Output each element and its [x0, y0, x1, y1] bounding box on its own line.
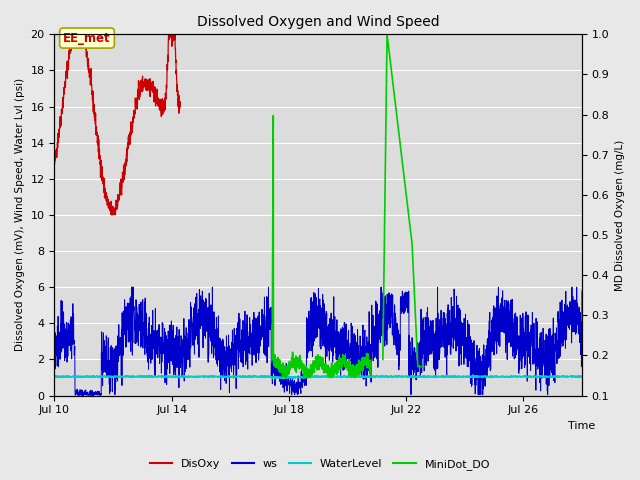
ws: [51, 340, 58, 346]
WaterLevel: [378, 372, 386, 378]
Y-axis label: MD Dissolved Oxygen (mg/L): MD Dissolved Oxygen (mg/L): [615, 139, 625, 290]
ws: [276, 375, 284, 381]
ws: [568, 284, 576, 290]
Title: Dissolved Oxygen and Wind Speed: Dissolved Oxygen and Wind Speed: [197, 15, 440, 29]
X-axis label: Time: Time: [568, 421, 596, 431]
WaterLevel: [578, 374, 586, 380]
WaterLevel: [51, 373, 58, 379]
ws: [111, 352, 118, 358]
DisOxy: [51, 159, 58, 165]
WaterLevel: [142, 374, 150, 380]
Line: WaterLevel: WaterLevel: [54, 375, 582, 378]
WaterLevel: [568, 373, 576, 379]
WaterLevel: [278, 375, 285, 381]
Line: DisOxy: DisOxy: [54, 25, 180, 215]
WaterLevel: [111, 373, 118, 379]
DisOxy: [111, 206, 118, 212]
Line: MiniDot_DO: MiniDot_DO: [272, 35, 424, 377]
WaterLevel: [276, 374, 284, 380]
Y-axis label: Dissolved Oxygen (mV), Wind Speed, Water Lvl (psi): Dissolved Oxygen (mV), Wind Speed, Water…: [15, 78, 25, 351]
ws: [128, 284, 136, 290]
ws: [142, 311, 150, 316]
ws: [253, 340, 261, 346]
ws: [97, 393, 104, 398]
DisOxy: [142, 87, 150, 93]
MiniDot_DO: [276, 357, 284, 362]
ws: [511, 355, 519, 360]
ws: [578, 288, 586, 294]
WaterLevel: [511, 373, 519, 379]
WaterLevel: [253, 373, 260, 379]
Legend: DisOxy, ws, WaterLevel, MiniDot_DO: DisOxy, ws, WaterLevel, MiniDot_DO: [145, 455, 495, 474]
Text: EE_met: EE_met: [63, 32, 111, 45]
Line: ws: ws: [54, 287, 582, 396]
